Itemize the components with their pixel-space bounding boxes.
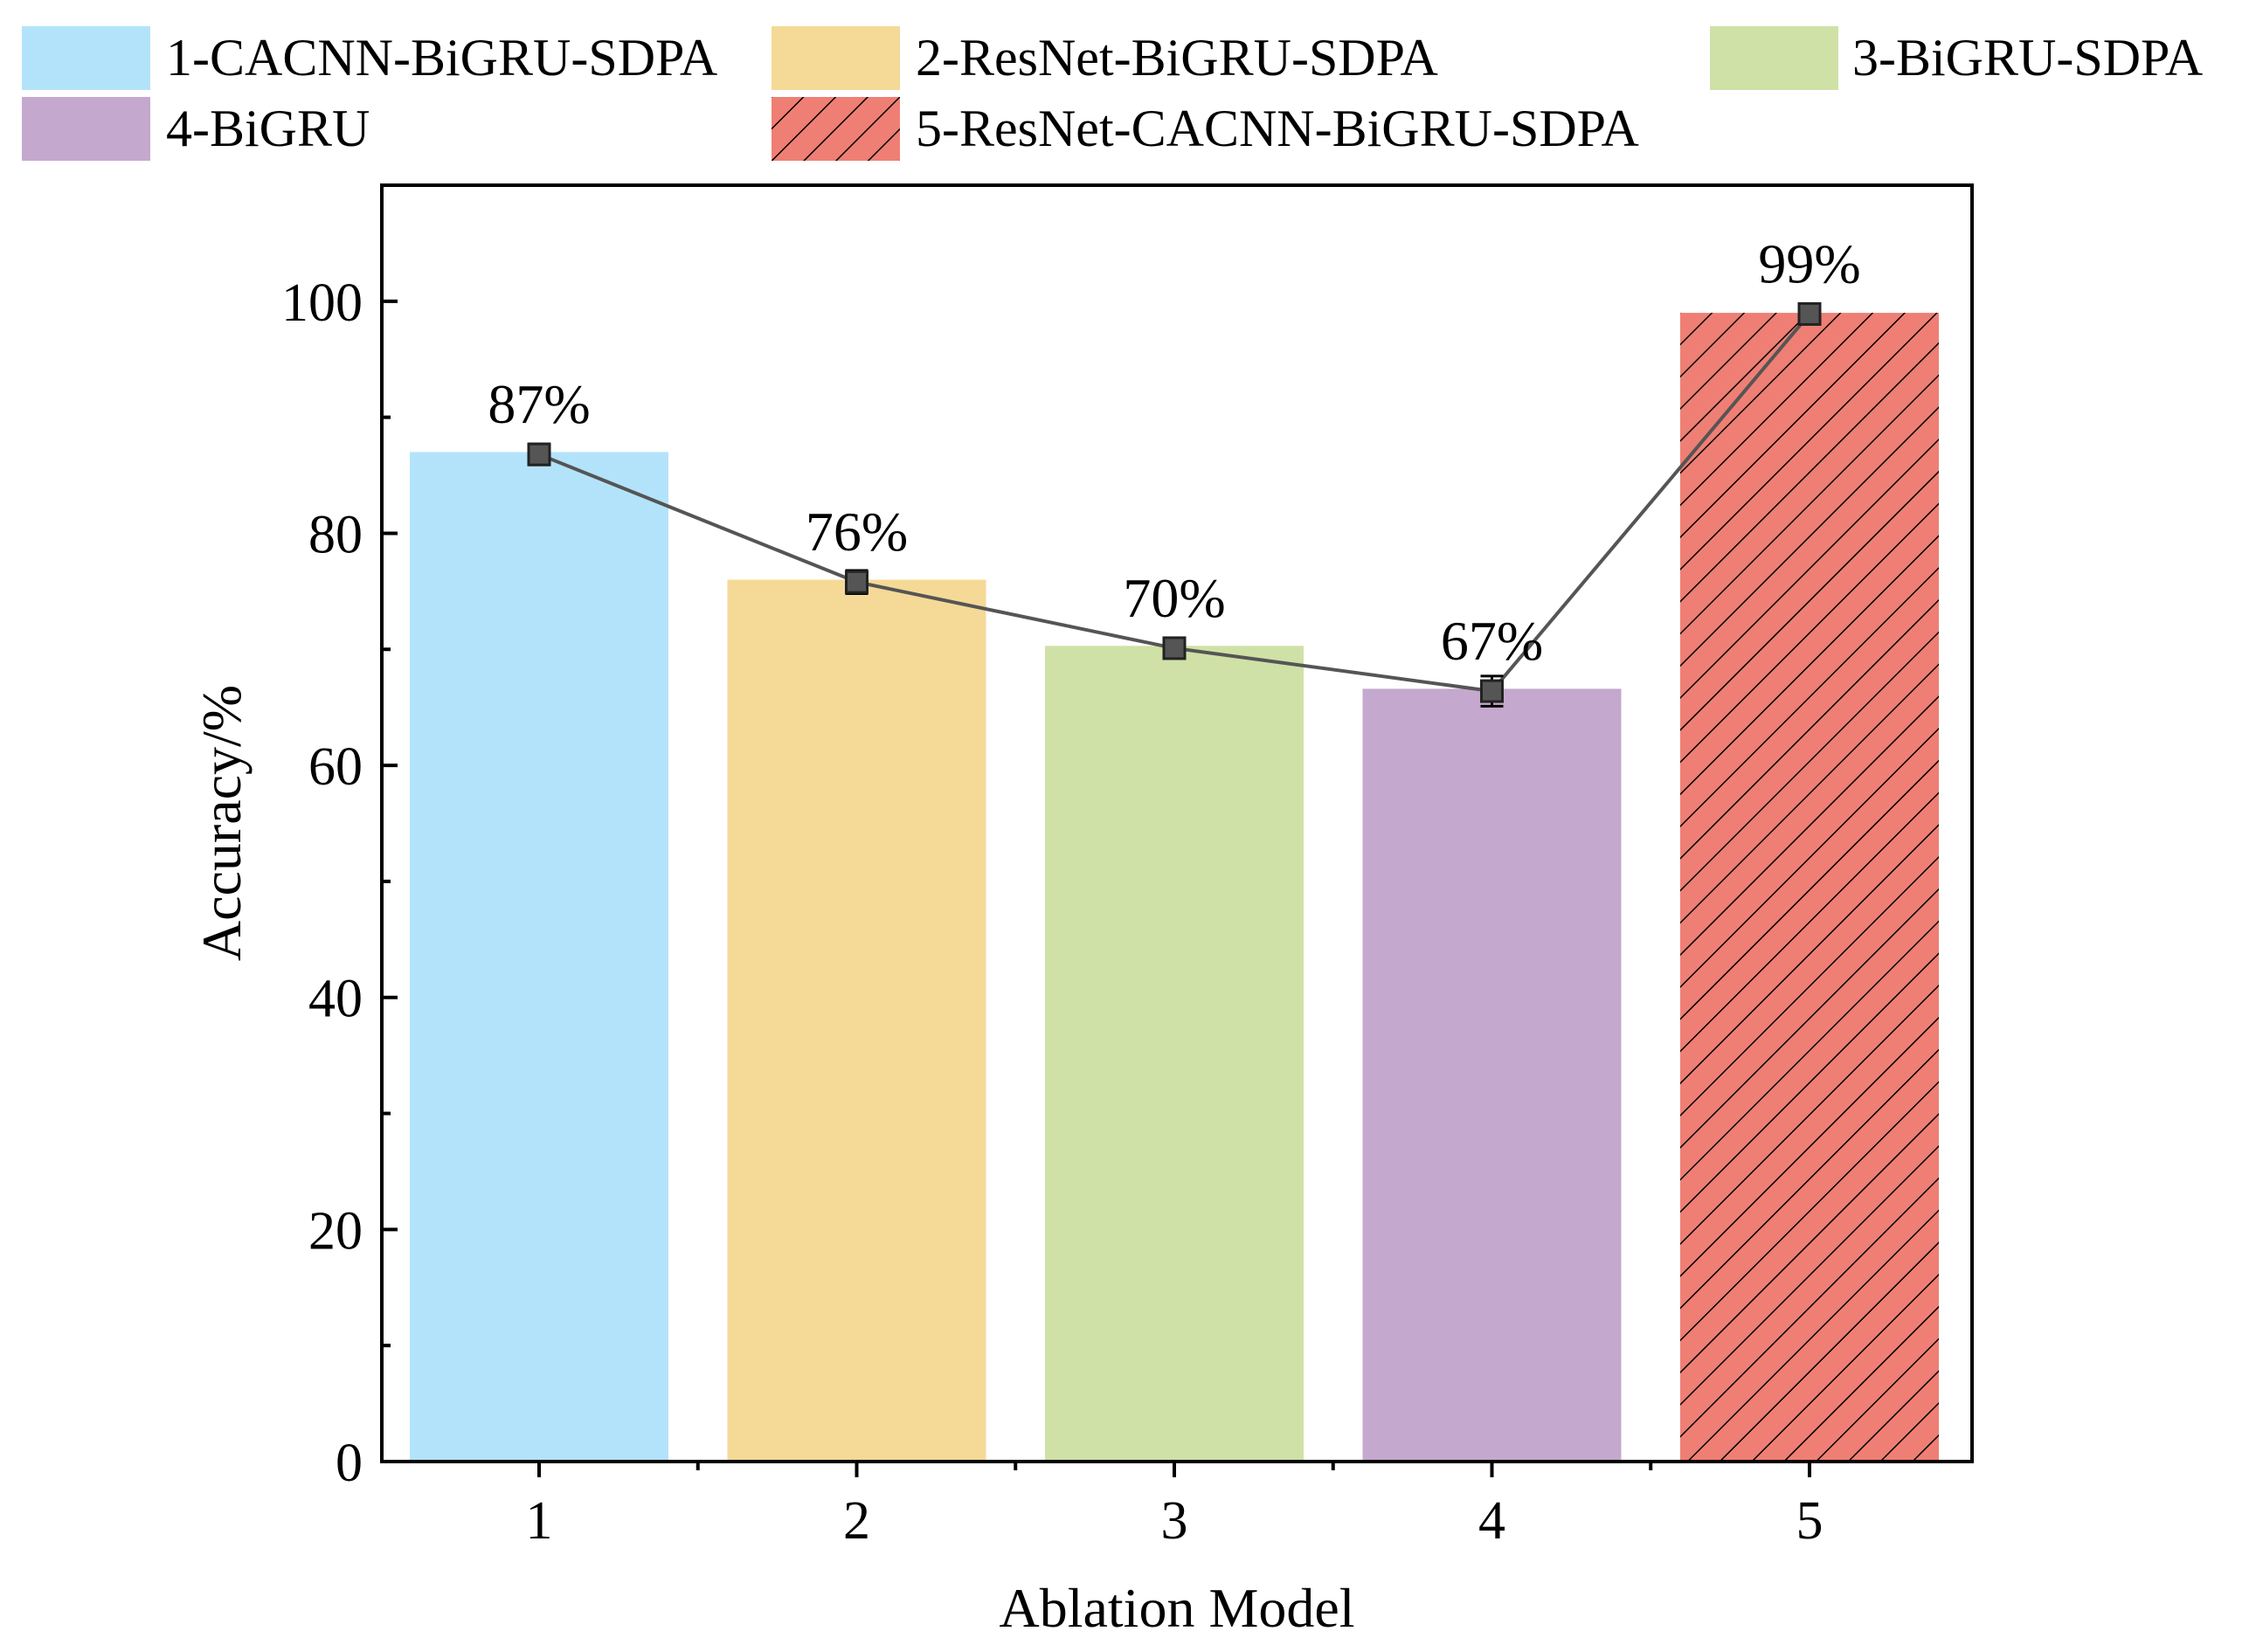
data-label-1: 87%	[488, 373, 590, 435]
x-tick-label-4: 4	[1478, 1491, 1505, 1551]
x-axis-title: Ablation Model	[999, 1577, 1354, 1639]
y-tick-label: 40	[308, 970, 363, 1029]
y-tick-label: 80	[308, 505, 363, 564]
y-tick-label: 60	[308, 737, 363, 797]
data-label-2: 76%	[806, 501, 908, 563]
data-label-4: 67%	[1441, 610, 1543, 672]
bars	[410, 313, 1939, 1462]
legend-label-3: 3-BiGRU-SDPA	[1852, 29, 2203, 86]
legend-swatch-3	[1710, 26, 1838, 90]
x-tick-label-5: 5	[1796, 1491, 1823, 1551]
point-marker-2	[845, 570, 868, 594]
x-tick-label-2: 2	[843, 1491, 870, 1551]
point-marker-1	[527, 442, 551, 467]
point-marker-5	[1797, 301, 1822, 326]
legend-swatch-1	[22, 26, 150, 90]
y-axis-title: Accuracy/%	[190, 685, 253, 961]
legend: 1-CACNN-BiGRU-SDPA 2-ResNet-BiGRU-SDPA 3-B…	[22, 26, 2203, 161]
y-tick-label: 100	[281, 273, 363, 333]
data-labels: 87% 76% 70% 67% 99%	[488, 232, 1860, 672]
legend-label-1: 1-CACNN-BiGRU-SDPA	[166, 29, 717, 86]
axes: 0 20 40 60 80 100 1 2 3 4 5	[281, 273, 1823, 1551]
legend-label-2: 2-ResNet-BiGRU-SDPA	[916, 29, 1438, 86]
data-label-3: 70%	[1123, 567, 1225, 629]
x-tick-label-3: 3	[1161, 1491, 1188, 1551]
y-tick-label: 20	[308, 1201, 363, 1261]
bar-hatch-5	[1680, 313, 1939, 1462]
accuracy-trend-line	[527, 301, 1822, 708]
y-tick-label: 0	[336, 1434, 363, 1493]
bar-1	[410, 452, 668, 1462]
plot-frame	[380, 183, 1974, 1463]
point-marker-4	[1480, 679, 1504, 703]
legend-label-5: 5-ResNet-CACNN-BiGRU-SDPA	[916, 100, 1639, 157]
point-marker-3	[1162, 636, 1187, 660]
data-label-5: 99%	[1758, 232, 1860, 294]
x-tick-label-1: 1	[526, 1491, 553, 1551]
legend-swatch-4	[22, 97, 150, 161]
legend-swatch-2	[772, 26, 900, 90]
bar-3	[1045, 646, 1304, 1462]
bar-2	[727, 579, 986, 1462]
legend-swatch-hatch-5	[772, 97, 900, 161]
bar-4	[1362, 688, 1622, 1462]
legend-label-4: 4-BiGRU	[166, 100, 370, 157]
